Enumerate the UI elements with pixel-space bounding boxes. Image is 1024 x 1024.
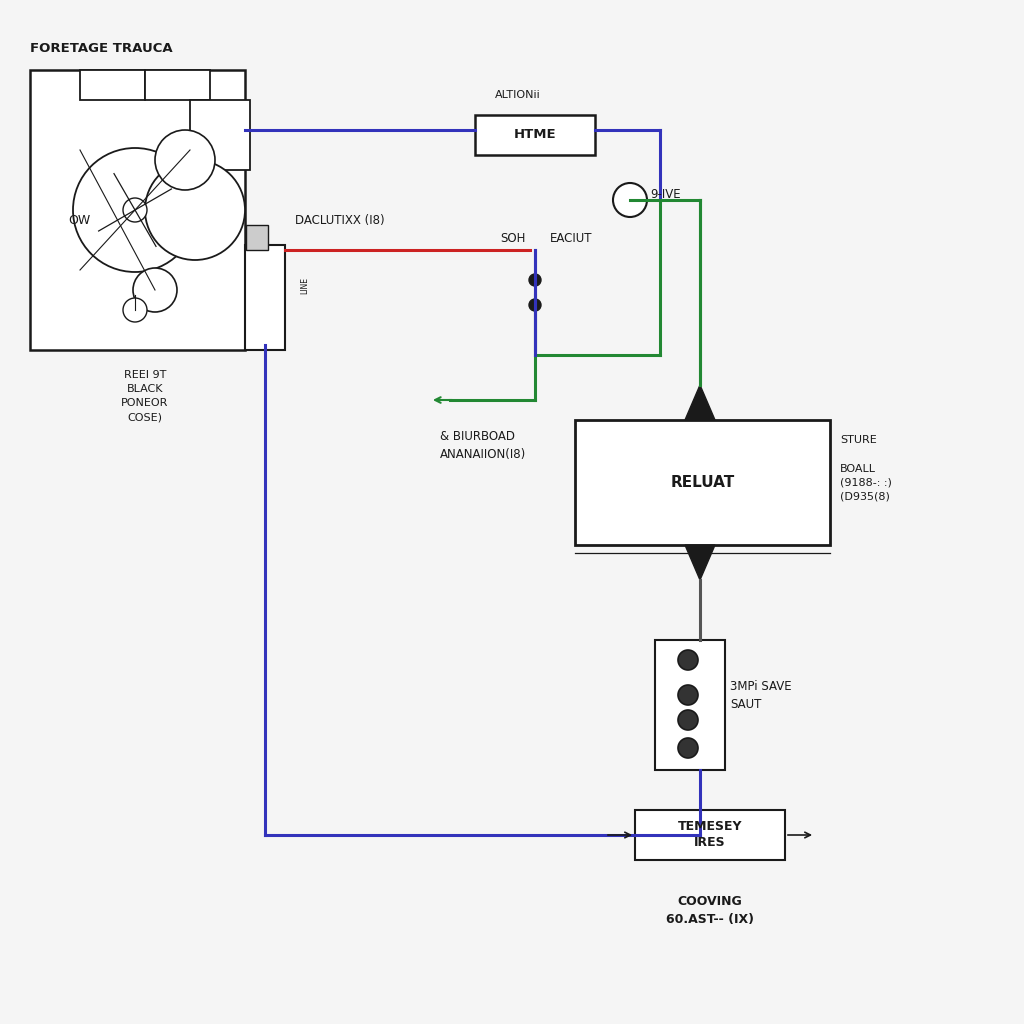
FancyBboxPatch shape: [635, 810, 785, 860]
FancyBboxPatch shape: [575, 420, 830, 545]
FancyBboxPatch shape: [30, 70, 245, 350]
Circle shape: [529, 299, 541, 311]
Text: HTME: HTME: [514, 128, 556, 141]
Circle shape: [529, 274, 541, 286]
Text: SOH: SOH: [500, 231, 525, 245]
Text: TEMESEY
IRES: TEMESEY IRES: [678, 820, 742, 850]
FancyBboxPatch shape: [80, 70, 145, 100]
Text: STURE: STURE: [840, 435, 877, 445]
Polygon shape: [685, 385, 715, 420]
FancyBboxPatch shape: [145, 70, 210, 100]
Circle shape: [678, 738, 698, 758]
Circle shape: [145, 160, 245, 260]
FancyBboxPatch shape: [475, 115, 595, 155]
FancyBboxPatch shape: [245, 245, 285, 350]
Text: 9-IVE: 9-IVE: [650, 188, 681, 202]
Text: & BIURBOAD
ANANAIION(I8): & BIURBOAD ANANAIION(I8): [440, 430, 526, 461]
Text: FORETAGE TRAUCA: FORETAGE TRAUCA: [30, 42, 173, 55]
FancyBboxPatch shape: [246, 225, 268, 250]
Circle shape: [123, 198, 147, 222]
Text: BOALL
(9188-: :)
(D935(8): BOALL (9188-: :) (D935(8): [840, 464, 892, 502]
Circle shape: [73, 148, 197, 272]
Circle shape: [678, 710, 698, 730]
Text: ALTIONii: ALTIONii: [495, 90, 541, 100]
Text: OW: OW: [68, 213, 90, 226]
Text: EACIUT: EACIUT: [550, 231, 593, 245]
Circle shape: [123, 298, 147, 322]
Text: LINE: LINE: [300, 276, 309, 294]
Circle shape: [133, 268, 177, 312]
Text: REEI 9T
BLACK
PONEOR
COSE): REEI 9T BLACK PONEOR COSE): [121, 370, 169, 422]
Text: DACLUTIXX (I8): DACLUTIXX (I8): [295, 213, 385, 226]
Polygon shape: [685, 545, 715, 580]
Text: COOVING
60.AST-- (IX): COOVING 60.AST-- (IX): [666, 895, 754, 926]
Circle shape: [678, 650, 698, 670]
Circle shape: [155, 130, 215, 190]
Circle shape: [678, 685, 698, 705]
Text: 3MPi SAVE
SAUT: 3MPi SAVE SAUT: [730, 680, 792, 711]
Circle shape: [613, 183, 647, 217]
FancyBboxPatch shape: [655, 640, 725, 770]
FancyBboxPatch shape: [190, 100, 250, 170]
Text: RELUAT: RELUAT: [671, 475, 734, 490]
